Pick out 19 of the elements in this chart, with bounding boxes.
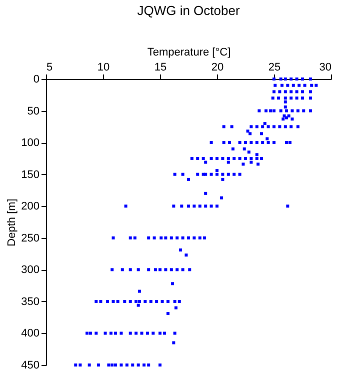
y-tick-label: 400 <box>21 328 40 340</box>
y-axis-title: Depth [m] <box>6 198 18 246</box>
x-tick-label: 15 <box>154 62 167 74</box>
y-tick-label: 300 <box>21 264 40 276</box>
x-tick-label: 30 <box>319 62 332 74</box>
y-tick-label: 200 <box>21 200 40 213</box>
x-tick-label: 25 <box>268 62 281 74</box>
chart-title: JQWG in October <box>137 3 240 18</box>
x-tick-label: 10 <box>97 62 110 74</box>
x-axis-title: Temperature [°C] <box>147 46 231 58</box>
y-tick-label: 450 <box>21 360 40 372</box>
y-tick-label: 0 <box>33 74 40 86</box>
x-tick-label: 20 <box>211 62 224 74</box>
y-tick-label: 100 <box>21 137 40 150</box>
y-tick-label: 250 <box>21 232 40 244</box>
y-tick-label: 150 <box>21 168 40 181</box>
x-tick-label: 5 <box>46 62 53 74</box>
y-tick-label: 350 <box>21 296 40 308</box>
y-tick-label: 50 <box>27 105 40 118</box>
